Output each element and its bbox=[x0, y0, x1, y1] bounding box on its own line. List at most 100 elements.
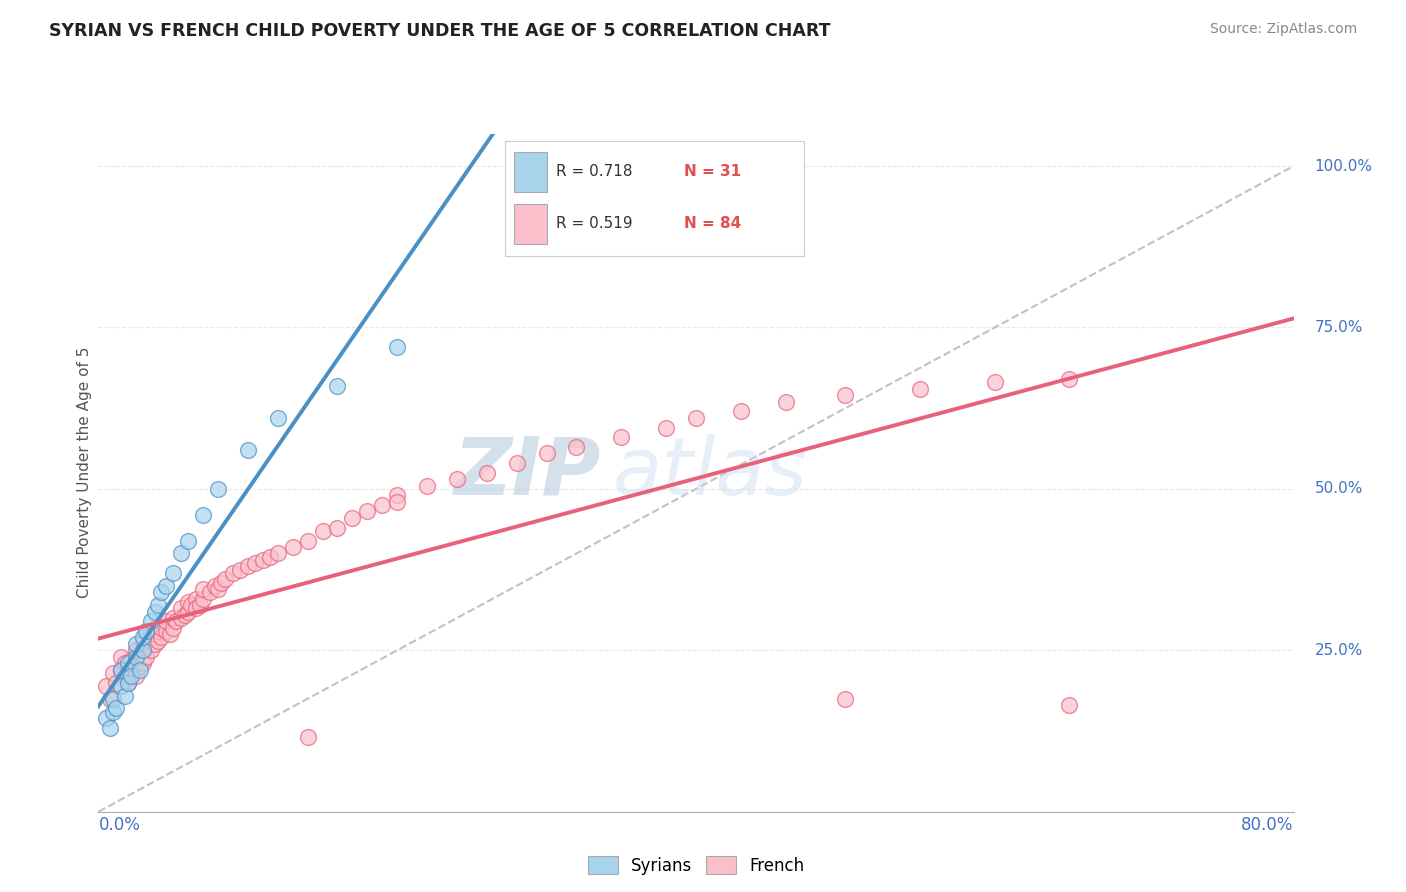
Point bbox=[565, 440, 588, 454]
Point bbox=[207, 582, 229, 596]
Point bbox=[117, 657, 139, 671]
Point bbox=[155, 624, 177, 638]
Point bbox=[114, 657, 136, 671]
Point bbox=[110, 679, 132, 693]
Point bbox=[155, 614, 177, 628]
Point bbox=[356, 504, 378, 518]
Point bbox=[236, 443, 259, 458]
Point bbox=[297, 731, 319, 745]
Point bbox=[94, 711, 117, 725]
Text: Source: ZipAtlas.com: Source: ZipAtlas.com bbox=[1209, 22, 1357, 37]
Point bbox=[191, 508, 214, 522]
Point bbox=[177, 605, 200, 619]
Point bbox=[105, 701, 128, 715]
Point bbox=[326, 521, 349, 535]
Point bbox=[132, 643, 155, 657]
Point bbox=[191, 582, 214, 596]
Point bbox=[1059, 372, 1081, 386]
Point bbox=[159, 627, 181, 641]
Point bbox=[129, 663, 152, 677]
Point bbox=[125, 637, 148, 651]
Point bbox=[132, 643, 155, 657]
Point bbox=[103, 691, 125, 706]
Point bbox=[94, 679, 117, 693]
Point bbox=[120, 669, 142, 683]
Point bbox=[125, 649, 148, 664]
Point bbox=[105, 675, 128, 690]
Point bbox=[162, 611, 184, 625]
Point bbox=[169, 546, 191, 560]
Point bbox=[143, 637, 166, 651]
Point bbox=[132, 633, 155, 648]
Point bbox=[655, 420, 678, 434]
Point bbox=[184, 601, 207, 615]
Point bbox=[252, 553, 274, 567]
Text: 50.0%: 50.0% bbox=[1315, 482, 1362, 497]
Point bbox=[834, 691, 856, 706]
Point bbox=[214, 572, 236, 586]
Point bbox=[207, 482, 229, 496]
Point bbox=[125, 669, 148, 683]
Point bbox=[148, 633, 170, 648]
Point bbox=[155, 579, 177, 593]
Point bbox=[259, 549, 281, 564]
Text: atlas: atlas bbox=[612, 434, 807, 512]
Point bbox=[174, 607, 197, 622]
Point bbox=[132, 657, 155, 671]
Point bbox=[148, 598, 170, 612]
Point bbox=[385, 340, 409, 354]
Point bbox=[834, 388, 856, 402]
Point bbox=[117, 663, 139, 677]
Point bbox=[730, 404, 752, 418]
Point bbox=[110, 663, 132, 677]
Point bbox=[143, 627, 166, 641]
Point bbox=[416, 478, 439, 492]
Point bbox=[150, 585, 173, 599]
Point bbox=[125, 657, 148, 671]
Point bbox=[162, 621, 184, 635]
Point bbox=[103, 705, 125, 719]
Point bbox=[169, 601, 191, 615]
Text: 100.0%: 100.0% bbox=[1315, 159, 1372, 174]
Point bbox=[236, 559, 259, 574]
Point bbox=[446, 472, 468, 486]
Point bbox=[132, 631, 155, 645]
Point bbox=[165, 614, 187, 628]
Point bbox=[135, 649, 157, 664]
Point bbox=[222, 566, 245, 580]
Point bbox=[311, 524, 333, 538]
Point bbox=[267, 546, 290, 560]
Point bbox=[506, 456, 529, 470]
Point bbox=[162, 566, 184, 580]
Y-axis label: Child Poverty Under the Age of 5: Child Poverty Under the Age of 5 bbox=[77, 347, 91, 599]
Point bbox=[685, 410, 707, 425]
Point bbox=[180, 598, 202, 612]
Point bbox=[177, 533, 200, 548]
Point bbox=[169, 611, 191, 625]
Point bbox=[103, 665, 125, 680]
Point bbox=[200, 585, 222, 599]
Point bbox=[139, 643, 162, 657]
Point bbox=[610, 430, 633, 444]
Point bbox=[775, 394, 797, 409]
Point bbox=[125, 643, 148, 657]
Legend: Syrians, French: Syrians, French bbox=[581, 849, 811, 881]
Point bbox=[209, 575, 232, 590]
Point bbox=[371, 498, 394, 512]
Point bbox=[385, 488, 409, 502]
Point bbox=[204, 579, 226, 593]
Point bbox=[177, 595, 200, 609]
Point bbox=[120, 653, 142, 667]
Point bbox=[1059, 698, 1081, 713]
Point bbox=[120, 665, 142, 680]
Point bbox=[188, 598, 211, 612]
Point bbox=[110, 649, 132, 664]
Point bbox=[150, 631, 173, 645]
Point bbox=[229, 563, 252, 577]
Point bbox=[326, 378, 349, 392]
Point bbox=[114, 669, 136, 683]
Point bbox=[129, 659, 152, 673]
Point bbox=[342, 511, 364, 525]
Text: SYRIAN VS FRENCH CHILD POVERTY UNDER THE AGE OF 5 CORRELATION CHART: SYRIAN VS FRENCH CHILD POVERTY UNDER THE… bbox=[49, 22, 831, 40]
Point bbox=[98, 721, 122, 735]
